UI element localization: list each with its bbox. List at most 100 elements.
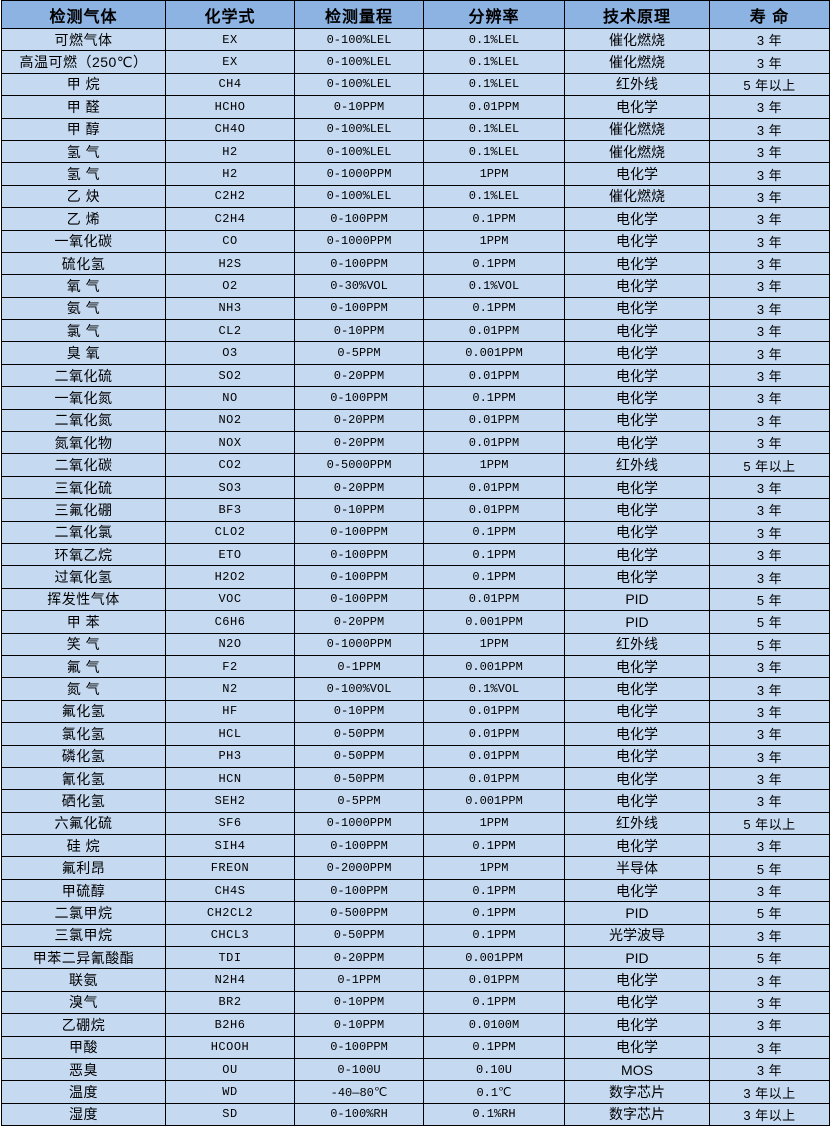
cell-formula: PH3 [165,744,295,768]
cell-formula: NH3 [165,296,295,321]
cell-res: 0.1PPM [423,296,565,321]
cell-res: 0.01PPM [423,722,565,746]
cell-range: 0-100PPM [294,520,424,544]
cell-tech: 电化学 [564,386,710,410]
cell-gas: 恶臭 [1,1057,166,1082]
cell-tech: 催化燃烧 [564,117,710,141]
cell-formula: OU [165,1057,295,1082]
cell-gas: 氟 气 [1,654,166,679]
cell-formula: H2S [165,251,295,276]
table-row: 三氟化硼 BF3 0-10PPM 0.01PPM 电化学 3 年 [1,498,830,522]
cell-range: 0-1PPM [294,654,424,679]
cell-gas: 一氧化氮 [1,386,166,410]
cell-life: 3 年 [709,677,830,701]
cell-life: 3 年 [709,229,830,253]
cell-life: 3 年 [709,431,830,455]
cell-life: 3 年 [709,699,830,724]
cell-res: 0.01PPM [423,968,565,992]
cell-range: 0-2000PPM [294,856,424,880]
table-row: 氢 气 H2 0-100%LEL 0.1%LEL 催化燃烧 3 年 [1,139,830,164]
cell-life: 3 年 [709,542,830,567]
cell-gas: 氢 气 [1,162,166,186]
cell-formula: HCL [165,722,295,746]
table-row: 三氧化硫 SO3 0-20PPM 0.01PPM 电化学 3 年 [1,475,830,500]
cell-gas: 乙 炔 [1,184,166,209]
table-row: 硅 烷 SIH4 0-100PPM 0.1PPM 电化学 3 年 [1,834,830,858]
column-header-gas: 检测气体 [1,0,166,29]
cell-life: 5 年 [709,632,830,656]
cell-life: 3 年 [709,184,830,209]
table-row: 氰化氢 HCN 0-50PPM 0.01PPM 电化学 3 年 [1,766,830,791]
cell-gas: 挥发性气体 [1,587,166,612]
cell-res: 0.1PPM [423,542,565,567]
table-row: 乙 烯 C2H4 0-100PPM 0.1PPM 电化学 3 年 [1,207,830,231]
cell-life: 3 年 [709,408,830,433]
cell-formula: N2 [165,677,295,701]
cell-range: 0-10PPM [294,699,424,724]
cell-range: 0-5PPM [294,789,424,813]
cell-gas: 甲 烷 [1,72,166,97]
cell-range: 0-10PPM [294,990,424,1015]
table-body: 可燃气体 EX 0-100%LEL 0.1%LEL 催化燃烧 3 年高温可燃（250℃） E… [1,27,830,1126]
cell-life: 5 年 [709,587,830,612]
cell-gas: 二氧化氯 [1,520,166,544]
cell-res: 0.01PPM [423,766,565,791]
cell-res: 0.01PPM [423,95,565,119]
table-row: 挥发性气体 VOC 0-100PPM 0.01PPM PID 5 年 [1,587,830,612]
cell-res: 0.01PPM [423,475,565,500]
cell-tech: 电化学 [564,1035,710,1059]
table-row: 臭 氧 O3 0-5PPM 0.001PPM 电化学 3 年 [1,341,830,365]
table-row: 乙硼烷 B2H6 0-10PPM 0.0100M 电化学 3 年 [1,1013,830,1037]
cell-formula: NO [165,386,295,410]
cell-tech: 电化学 [564,274,710,298]
table-row: 氮氧化物 NOX 0-20PPM 0.01PPM 电化学 3 年 [1,431,830,455]
cell-res: 0.1PPM [423,207,565,231]
cell-life: 3 年 [709,1013,830,1037]
table-row: 高温可燃（250℃） EX 0-100%LEL 0.1%LEL 催化燃烧 3 年 [1,50,830,74]
cell-tech: 红外线 [564,811,710,836]
cell-res: 0.01PPM [423,363,565,388]
cell-range: 0-100PPM [294,207,424,231]
table-row: 氯 气 CL2 0-10PPM 0.01PPM 电化学 3 年 [1,319,830,343]
cell-range: 0-50PPM [294,744,424,768]
cell-range: 0-50PPM [294,923,424,948]
cell-tech: 电化学 [564,654,710,679]
cell-range: 0-20PPM [294,363,424,388]
cell-formula: H2 [165,162,295,186]
table-header: 检测气体 化学式 检测量程 分辨率 技术原理 寿 命 [1,0,830,29]
column-header-resolution: 分辨率 [423,0,565,29]
cell-gas: 甲 醇 [1,117,166,141]
cell-range: 0-100U [294,1057,424,1082]
cell-res: 0.1%LEL [423,50,565,74]
cell-gas: 环氧乙烷 [1,542,166,567]
cell-life: 3 年 [709,789,830,813]
cell-tech: 电化学 [564,475,710,500]
cell-life: 5 年以上 [709,453,830,477]
cell-formula: O3 [165,341,295,365]
cell-range: 0-30%VOL [294,274,424,298]
cell-res: 0.1PPM [423,520,565,544]
cell-gas: 氢 气 [1,139,166,164]
cell-tech: 电化学 [564,363,710,388]
cell-range: 0-20PPM [294,475,424,500]
cell-formula: SF6 [165,811,295,836]
cell-life: 3 年 [709,117,830,141]
cell-tech: 电化学 [564,520,710,544]
cell-gas: 可燃气体 [1,27,166,52]
cell-life: 3 年 [709,766,830,791]
table-row: 氮 气 N2 0-100%VOL 0.1%VOL 电化学 3 年 [1,677,830,701]
cell-gas: 二氧化氮 [1,408,166,433]
cell-formula: CL2 [165,319,295,343]
cell-gas: 甲 苯 [1,610,166,634]
cell-tech: 电化学 [564,565,710,589]
cell-formula: FREON [165,856,295,880]
cell-life: 3 年 [709,1035,830,1059]
cell-tech: 电化学 [564,95,710,119]
cell-range: 0-100%LEL [294,184,424,209]
cell-tech: 催化燃烧 [564,27,710,52]
cell-life: 3 年 [709,139,830,164]
cell-res: 0.1℃ [423,1080,565,1104]
cell-tech: 电化学 [564,968,710,992]
column-header-formula: 化学式 [165,0,295,29]
cell-res: 1PPM [423,632,565,656]
